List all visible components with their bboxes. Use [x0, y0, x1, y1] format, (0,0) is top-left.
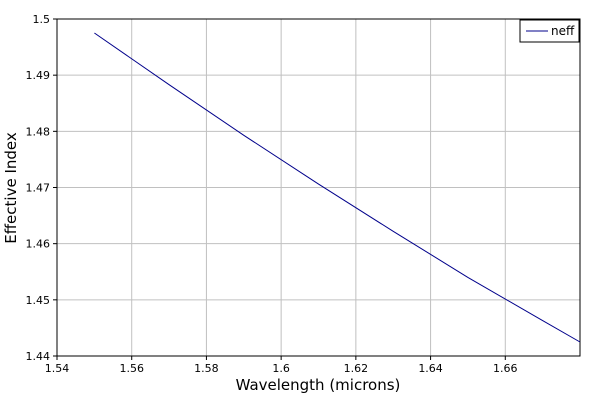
x-tick-label: 1.54 [45, 362, 70, 375]
y-axis-label: Effective Index [2, 132, 20, 244]
legend: neff [519, 19, 580, 43]
x-tick-label: 1.62 [344, 362, 369, 375]
y-axis-ticks: 1.44 1.45 1.46 1.47 1.48 1.49 1.5 [26, 13, 57, 363]
x-tick-label: 1.66 [493, 362, 518, 375]
y-tick-label: 1.46 [26, 238, 51, 251]
x-axis-label: Wavelength (microns) [236, 376, 401, 394]
legend-label-neff: neff [551, 24, 575, 38]
x-tick-label: 1.58 [194, 362, 219, 375]
y-tick-label: 1.48 [26, 125, 51, 138]
y-tick-label: 1.49 [26, 69, 51, 82]
y-tick-label: 1.45 [26, 294, 51, 307]
series-line-neff [94, 32, 581, 343]
y-tick-label: 1.5 [33, 13, 51, 26]
legend-box [519, 19, 580, 43]
y-tick-label: 1.47 [26, 182, 51, 195]
series-layer [94, 32, 581, 343]
x-axis-ticks: 1.54 1.56 1.58 1.6 1.62 1.64 1.66 [45, 356, 518, 375]
x-tick-label: 1.6 [272, 362, 290, 375]
grid [57, 19, 580, 356]
x-tick-label: 1.56 [119, 362, 144, 375]
y-tick-label: 1.44 [26, 350, 51, 363]
plot-frame [56, 18, 581, 357]
x-tick-label: 1.64 [418, 362, 443, 375]
